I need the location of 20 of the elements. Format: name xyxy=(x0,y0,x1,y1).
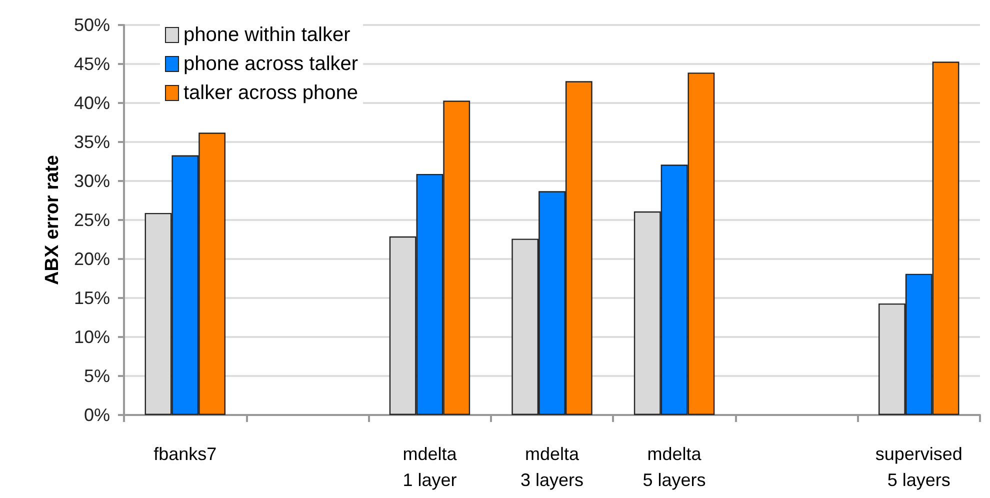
y-tick-label: 20% xyxy=(74,249,110,269)
x-tick-label: mdelta 5 layers xyxy=(642,444,706,490)
x-tick-label: fbanks7 xyxy=(154,444,217,464)
legend-label: phone within talker xyxy=(184,24,351,46)
y-tick-label: 30% xyxy=(74,171,110,191)
x-tick-label: supervised 5 layers xyxy=(875,444,962,490)
x-tick-label: mdelta 3 layers xyxy=(520,444,584,490)
y-tick-label: 0% xyxy=(84,405,110,425)
y-tick-label: 10% xyxy=(74,327,110,347)
y-tick-label: 15% xyxy=(74,288,110,308)
legend-label: phone across talker xyxy=(184,53,358,75)
y-tick-label: 40% xyxy=(74,93,110,113)
x-tick-label: mdelta 1 layer xyxy=(402,444,458,490)
y-tick-label: 35% xyxy=(74,132,110,152)
legend-label: talker across phone xyxy=(184,82,358,104)
y-axis-title: ABX error rate xyxy=(42,155,63,285)
y-tick-label: 50% xyxy=(74,15,110,35)
y-tick-label: 25% xyxy=(74,210,110,230)
y-tick-label: 45% xyxy=(74,54,110,74)
y-tick-label: 5% xyxy=(84,366,110,386)
